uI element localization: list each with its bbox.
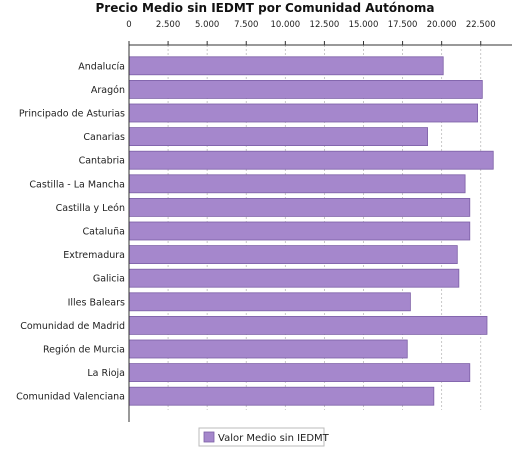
x-tick-label: 7.500 <box>234 20 258 30</box>
category-label: Comunidad de Madrid <box>20 321 125 332</box>
category-label: Aragón <box>91 85 125 96</box>
legend-label: Valor Medio sin IEDMT <box>218 433 330 444</box>
x-tick-label: 20.000 <box>427 20 457 30</box>
category-label: Comunidad Valenciana <box>16 392 125 403</box>
bar <box>128 386 435 406</box>
bar <box>128 245 458 265</box>
bar <box>128 339 408 359</box>
bar <box>128 80 483 99</box>
x-tick-label: 5.000 <box>195 20 219 30</box>
bar <box>128 174 466 194</box>
bar <box>128 150 494 170</box>
bar <box>128 221 471 241</box>
category-label: Canarias <box>83 132 125 143</box>
x-tick-label: 10.000 <box>270 20 300 30</box>
bar <box>128 292 411 312</box>
category-label: Principado de Asturias <box>19 109 125 120</box>
category-label: La Rioja <box>87 368 125 379</box>
chart-title: Precio Medio sin IEDMT por Comunidad Aut… <box>96 1 435 15</box>
x-tick-label: 22.500 <box>466 20 496 30</box>
legend-box <box>198 427 325 447</box>
bar <box>128 363 471 383</box>
category-label: Extremadura <box>63 250 125 261</box>
category-label: Castilla y León <box>56 203 125 214</box>
x-tick-label: 0 <box>126 20 131 30</box>
legend: Valor Medio sin IEDMT <box>198 427 330 447</box>
bar <box>128 56 444 76</box>
category-label: Cantabria <box>79 156 125 167</box>
category-label: Andalucía <box>78 61 125 72</box>
bar <box>128 197 471 217</box>
bar <box>128 103 479 123</box>
category-label: Castilla - La Mancha <box>29 179 125 190</box>
category-label: Cataluña <box>82 227 125 238</box>
category-label: Illes Balears <box>68 297 125 308</box>
category-label: Región de Murcia <box>43 345 125 356</box>
bar <box>128 268 460 288</box>
x-tick-label: 12.500 <box>310 20 340 30</box>
legend-swatch <box>203 431 215 443</box>
bar <box>128 127 428 146</box>
x-tick-label: 15.000 <box>349 20 379 30</box>
bar <box>128 315 488 335</box>
bars <box>128 56 494 406</box>
x-axis-ticks: 0 2.500 5.000 7.500 10.000 12.500 15.000 17.500… <box>126 20 496 45</box>
category-label: Galicia <box>93 274 125 285</box>
x-tick-label: 2.500 <box>156 20 180 30</box>
category-labels: Andalucía Aragón Principado de Asturias Can… <box>16 61 125 402</box>
x-tick-label: 17.500 <box>388 20 418 30</box>
